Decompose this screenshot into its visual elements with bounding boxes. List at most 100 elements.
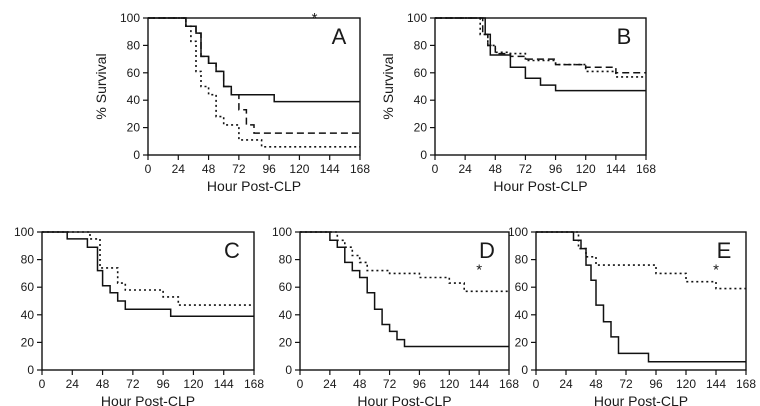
x-axis-title: Hour Post-CLP bbox=[493, 178, 587, 194]
x-tick-label: 120 bbox=[676, 377, 696, 391]
x-tick-label: 72 bbox=[619, 377, 633, 391]
series-solid-line bbox=[300, 231, 509, 348]
x-tick-label: 168 bbox=[499, 377, 519, 391]
x-tick-label: 24 bbox=[66, 377, 80, 391]
y-tick-label: 20 bbox=[414, 121, 428, 135]
x-tick-label: 24 bbox=[458, 162, 472, 176]
y-axis-title: % Survival bbox=[380, 53, 396, 119]
x-tick-label: 96 bbox=[156, 377, 170, 391]
x-tick-label: 48 bbox=[589, 377, 603, 391]
significance-asterisk: * bbox=[312, 10, 318, 27]
y-tick-label: 100 bbox=[272, 225, 292, 239]
x-tick-label: 0 bbox=[145, 162, 152, 176]
plot-frame bbox=[299, 231, 510, 371]
panel-letter: D bbox=[479, 238, 495, 263]
x-tick-label: 96 bbox=[262, 162, 276, 176]
x-tick-label: 120 bbox=[576, 162, 596, 176]
x-tick-label: 120 bbox=[439, 377, 459, 391]
x-tick-label: 168 bbox=[636, 162, 656, 176]
x-tick-label: 0 bbox=[432, 162, 439, 176]
x-tick-label: 168 bbox=[244, 377, 264, 391]
x-tick-label: 0 bbox=[39, 377, 46, 391]
x-axis-title: Hour Post-CLP bbox=[357, 393, 451, 406]
x-tick-label: 144 bbox=[606, 162, 626, 176]
y-tick-label: 0 bbox=[285, 363, 292, 377]
y-tick-label: 100 bbox=[14, 225, 34, 239]
y-tick-label: 100 bbox=[120, 11, 140, 25]
x-tick-label: 72 bbox=[232, 162, 246, 176]
x-tick-label: 120 bbox=[289, 162, 309, 176]
x-tick-label: 48 bbox=[202, 162, 216, 176]
x-tick-label: 144 bbox=[469, 377, 489, 391]
series-dotted-line bbox=[435, 17, 646, 78]
x-tick-label: 72 bbox=[383, 377, 397, 391]
panel-letter: A bbox=[332, 24, 347, 49]
y-tick-label: 100 bbox=[407, 11, 427, 25]
x-tick-label: 96 bbox=[413, 377, 427, 391]
y-tick-label: 80 bbox=[21, 253, 35, 267]
x-tick-label: 0 bbox=[533, 377, 540, 391]
panel-letter: E bbox=[717, 238, 732, 263]
series-solid-line bbox=[435, 17, 646, 92]
y-tick-label: 20 bbox=[21, 335, 35, 349]
y-tick-label: 0 bbox=[521, 363, 528, 377]
plot-frame bbox=[434, 17, 647, 156]
x-axis-title: Hour Post-CLP bbox=[101, 393, 195, 406]
x-axis-title: Hour Post-CLP bbox=[594, 393, 688, 406]
x-tick-label: 72 bbox=[126, 377, 140, 391]
plot-frame bbox=[147, 17, 361, 156]
series-dotted-line bbox=[300, 231, 509, 293]
y-tick-label: 40 bbox=[515, 308, 529, 322]
x-tick-label: 0 bbox=[297, 377, 304, 391]
panel-b: 0 24 48 72 96 120 144 168 0 20 40 60 80 100 Hour Post-… bbox=[380, 11, 656, 194]
y-tick-label: 40 bbox=[127, 93, 141, 107]
y-tick-label: 20 bbox=[279, 335, 293, 349]
y-tick-label: 60 bbox=[279, 280, 293, 294]
panel-a: 0 24 48 72 96 120 144 168 0 20 40 60 80 100 Hour Post-… bbox=[93, 10, 370, 194]
y-tick-label: 100 bbox=[508, 225, 528, 239]
series-dashed-line bbox=[148, 17, 360, 134]
plot-frame bbox=[535, 231, 747, 371]
series-solid-line bbox=[148, 17, 360, 103]
y-tick-label: 20 bbox=[515, 335, 529, 349]
series-dotted-line bbox=[536, 231, 746, 290]
y-tick-label: 40 bbox=[279, 308, 293, 322]
x-tick-label: 72 bbox=[519, 162, 533, 176]
x-tick-label: 48 bbox=[96, 377, 110, 391]
y-tick-label: 40 bbox=[21, 308, 35, 322]
y-tick-label: 80 bbox=[279, 253, 293, 267]
x-tick-label: 96 bbox=[649, 377, 663, 391]
y-tick-label: 0 bbox=[133, 148, 140, 162]
y-tick-label: 80 bbox=[515, 253, 529, 267]
panel-letter: C bbox=[224, 238, 240, 263]
series-solid-line bbox=[536, 231, 746, 363]
x-tick-label: 168 bbox=[350, 162, 370, 176]
x-tick-label: 144 bbox=[214, 377, 234, 391]
y-tick-label: 80 bbox=[127, 38, 141, 52]
y-tick-label: 0 bbox=[27, 363, 34, 377]
y-tick-label: 60 bbox=[21, 280, 35, 294]
panel-d: 0 24 48 72 96 120 144 168 0 20 40 60 80 100 Hour Post-… bbox=[272, 225, 519, 406]
y-tick-label: 80 bbox=[414, 38, 428, 52]
x-tick-label: 24 bbox=[323, 377, 337, 391]
x-tick-label: 48 bbox=[353, 377, 367, 391]
x-axis-title: Hour Post-CLP bbox=[207, 178, 301, 194]
series-solid-line bbox=[42, 231, 254, 317]
y-tick-label: 60 bbox=[414, 66, 428, 80]
x-tick-label: 48 bbox=[489, 162, 503, 176]
y-tick-label: 40 bbox=[414, 93, 428, 107]
x-tick-label: 168 bbox=[736, 377, 756, 391]
y-tick-label: 60 bbox=[515, 280, 529, 294]
plot-frame bbox=[41, 231, 255, 371]
significance-asterisk: * bbox=[713, 261, 719, 278]
y-tick-label: 60 bbox=[127, 66, 141, 80]
x-tick-label: 120 bbox=[183, 377, 203, 391]
panel-c: 0 24 48 72 96 120 144 168 0 20 40 60 80 100 Hour Post-… bbox=[14, 225, 264, 406]
y-tick-label: 0 bbox=[420, 148, 427, 162]
x-tick-label: 96 bbox=[549, 162, 563, 176]
series-dashed-line bbox=[435, 17, 646, 74]
x-tick-label: 24 bbox=[559, 377, 573, 391]
panel-letter: B bbox=[617, 24, 632, 49]
y-tick-label: 20 bbox=[127, 121, 141, 135]
